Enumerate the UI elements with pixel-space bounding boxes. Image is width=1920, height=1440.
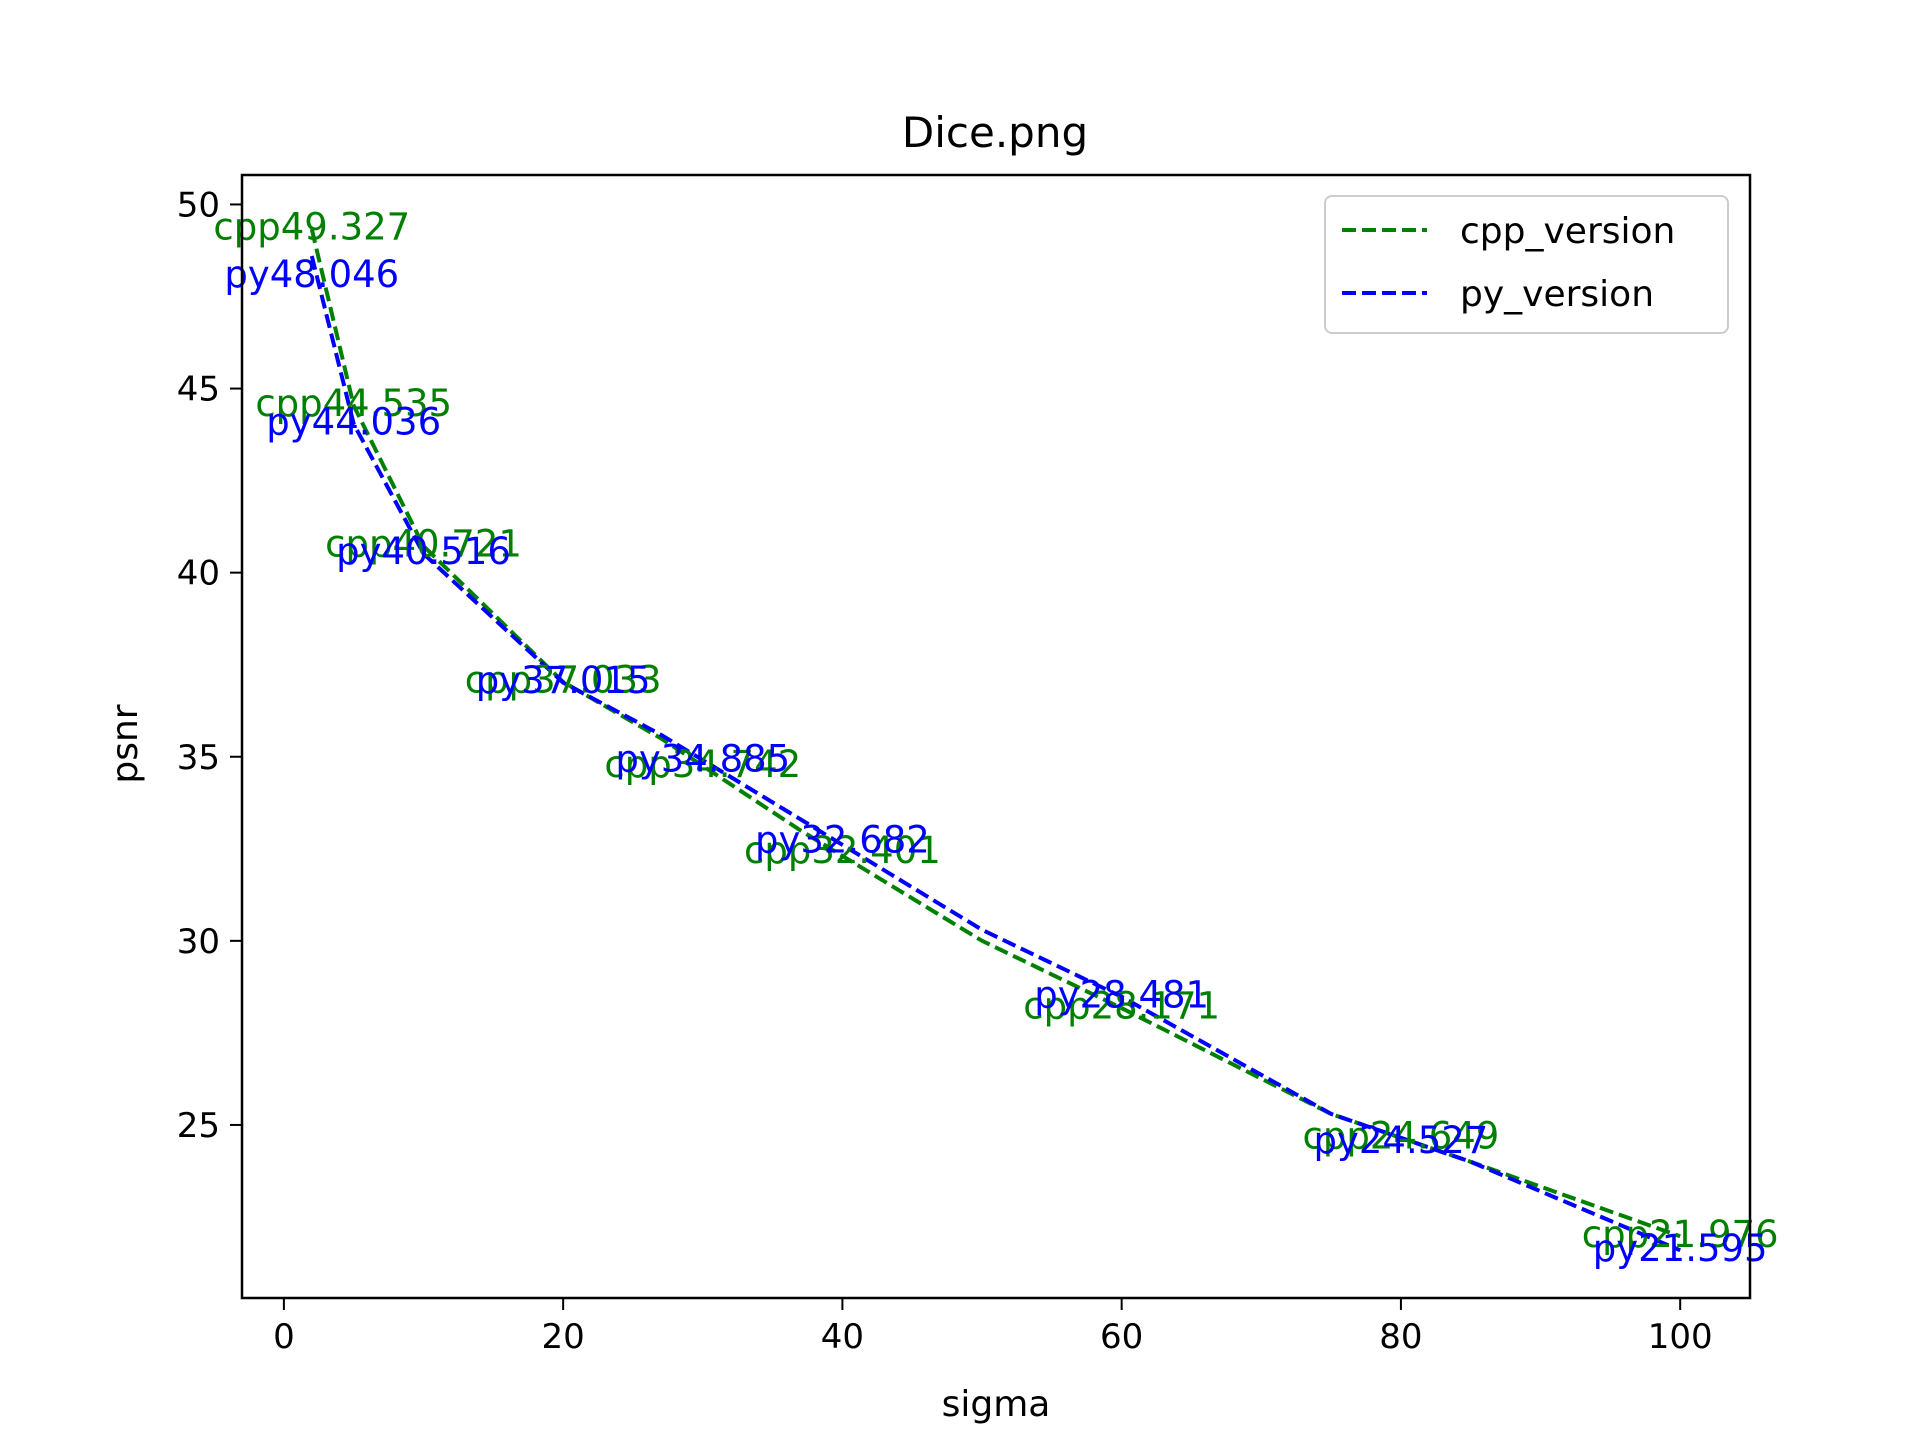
data-label: py44.036 — [266, 401, 441, 444]
x-axis-label: sigma — [942, 1384, 1051, 1425]
data-label: py24.527 — [1313, 1119, 1488, 1162]
x-axis: 0 20 40 60 80 100 — [273, 1298, 1713, 1357]
chart-title: Dice.png — [902, 108, 1088, 157]
data-label-layer: cpp49.327 cpp44.535 cpp40.721 cpp37.033 cpp3… — [213, 206, 1778, 1270]
y-axis: 25 30 35 40 45 50 — [177, 185, 242, 1146]
legend-label-cpp-version: cpp_version — [1460, 211, 1675, 252]
y-tick-label: 50 — [177, 185, 220, 225]
y-tick-label: 30 — [177, 922, 220, 962]
data-label: cpp34.742 — [604, 743, 801, 786]
data-label: cpp24.649 — [1303, 1114, 1500, 1157]
plot-frame — [240, 173, 1752, 1300]
series-layer — [309, 228, 1681, 1253]
data-label: cpp37.033 — [465, 658, 662, 701]
data-label: py21.595 — [1593, 1227, 1768, 1270]
x-tick-label: 0 — [273, 1317, 295, 1357]
legend: cpp_version py_version — [1324, 195, 1729, 334]
x-tick-label: 80 — [1379, 1317, 1422, 1357]
data-label: py28.481 — [1034, 973, 1209, 1016]
data-label: cpp44.535 — [255, 382, 452, 425]
y-axis-label: psnr — [105, 704, 146, 783]
data-label: py32.682 — [755, 819, 930, 862]
y-tick-label: 40 — [177, 554, 220, 594]
data-label: py37.015 — [476, 659, 651, 702]
data-label: py48.046 — [224, 253, 399, 296]
data-label: cpp49.327 — [213, 206, 410, 249]
data-label: cpp28.171 — [1023, 985, 1220, 1028]
data-label: cpp32.401 — [744, 829, 941, 872]
legend-label-py-version: py_version — [1460, 274, 1654, 315]
x-tick-label: 20 — [542, 1317, 585, 1357]
y-tick-label: 35 — [177, 738, 220, 778]
data-label: cpp40.721 — [325, 523, 522, 566]
series-line-py-version — [309, 255, 1681, 1253]
x-tick-label: 40 — [821, 1317, 864, 1357]
x-tick-label: 100 — [1648, 1317, 1713, 1357]
data-label: cpp21.976 — [1582, 1213, 1779, 1256]
data-label: py40.516 — [336, 530, 511, 573]
x-tick-label: 60 — [1100, 1317, 1143, 1357]
y-tick-label: 45 — [177, 370, 220, 410]
y-tick-label: 25 — [177, 1106, 220, 1146]
data-label: py34.885 — [615, 737, 790, 780]
